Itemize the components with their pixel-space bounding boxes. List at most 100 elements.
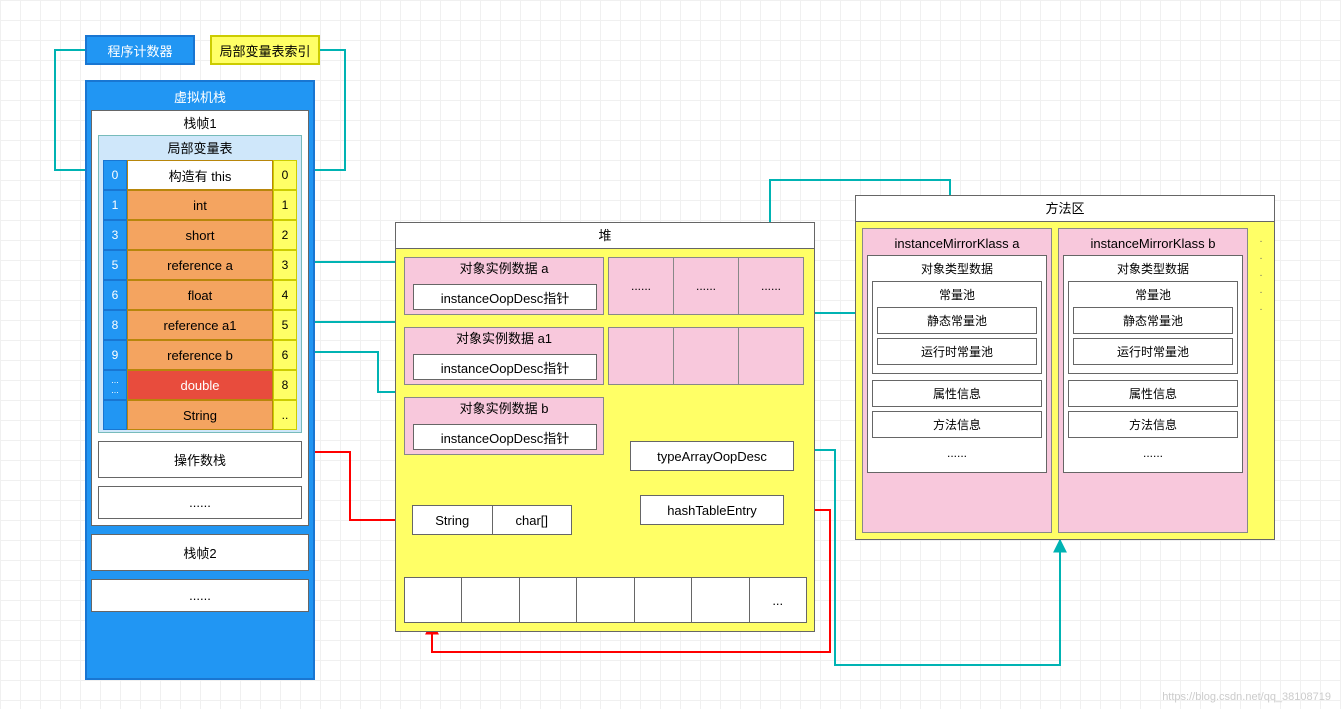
heap-cell [461,577,519,623]
lvt-left-cell: 9 [103,340,127,370]
lvt-right-cell: 0 [273,160,297,190]
klass-b-cpool: 常量池 静态常量池 运行时常量池 [1068,281,1238,374]
oop-ptr-a: instanceOopDesc指针 [413,284,597,310]
lvt-row: 1int1 [103,190,297,220]
char-array-label: char[] [492,506,572,534]
klass-b-method: 方法信息 [1068,411,1238,438]
obj-instance-a: 对象实例数据 a instanceOopDesc指针 [404,257,604,315]
obj-a1-extra-cells [608,327,804,385]
heap-body: 对象实例数据 a instanceOopDesc指针 ...... ......… [396,249,814,631]
klass-b-dots: ...... [1068,442,1238,464]
klass-a-cpool: 常量池 静态常量池 运行时常量池 [872,281,1042,374]
lvt-mid-cell: String [127,400,273,430]
lvt-right-cell: 8 [273,370,297,400]
grid-cell [673,328,738,384]
lvt-row: 8reference a15 [103,310,297,340]
klass-b-attr: 属性信息 [1068,380,1238,407]
vm-stack-title: 虚拟机栈 [91,86,309,110]
klass-a-title: instanceMirrorKlass a [867,233,1047,255]
vm-stack: 虚拟机栈 栈帧1 局部变量表 0构造有 this01int13short25re… [85,80,315,680]
local-var-table: 局部变量表 0构造有 this01int13short25reference a… [98,135,302,433]
lvt-left-cell: 5 [103,250,127,280]
lvt-row: 6float4 [103,280,297,310]
lvt-left-cell [103,400,127,430]
grid-cell [609,328,673,384]
klass-a-attr: 属性信息 [872,380,1042,407]
heap-cell [634,577,692,623]
stack-dots-2: ...... [91,579,309,612]
oop-ptr-a1: instanceOopDesc指针 [413,354,597,380]
klass-b-static-cp: 静态常量池 [1073,307,1233,334]
lvt-mid-cell: float [127,280,273,310]
klass-b-inner: 对象类型数据 常量池 静态常量池 运行时常量池 属性信息 方法信息 ...... [1063,255,1243,473]
klass-b-sub: 对象类型数据 [1068,260,1238,277]
string-box: String char[] [412,505,572,535]
hash-table-entry: hashTableEntry [640,495,784,525]
lvt-mid-cell: reference b [127,340,273,370]
klass-b-cpool-title: 常量池 [1073,286,1233,303]
stack-frame-1-title: 栈帧1 [98,113,302,135]
program-counter-box: 程序计数器 [85,35,195,65]
lvt-left-cell: 8 [103,310,127,340]
stack-dots-1: ...... [98,486,302,519]
klass-a-sub: 对象类型数据 [872,260,1042,277]
lvt-right-cell: .. [273,400,297,430]
watermark: https://blog.csdn.net/qq_38108719 [1162,691,1331,703]
heap-bottom-cells: ... [404,577,806,623]
klass-b-title: instanceMirrorKlass b [1063,233,1243,255]
lvt-left-cell: 6 [103,280,127,310]
obj-instance-b-title: 对象实例数据 b [405,398,603,420]
lvt-left-cell: 0 [103,160,127,190]
method-area-body: instanceMirrorKlass a 对象类型数据 常量池 静态常量池 运… [856,222,1274,539]
lvt-mid-cell: short [127,220,273,250]
obj-instance-a-title: 对象实例数据 a [405,258,603,280]
lvt-left-cell: ... ... [103,370,127,400]
lvt-row: 3short2 [103,220,297,250]
method-area-vdots: ..... [1254,228,1268,533]
stack-frame-1: 栈帧1 局部变量表 0构造有 this01int13short25referen… [91,110,309,526]
klass-a-inner: 对象类型数据 常量池 静态常量池 运行时常量池 属性信息 方法信息 ...... [867,255,1047,473]
klass-a-dots: ...... [872,442,1042,464]
grid-cell: ...... [673,258,738,314]
klass-a-cpool-title: 常量池 [877,286,1037,303]
lvt-right-cell: 2 [273,220,297,250]
heap-cell [691,577,749,623]
heap-cell [576,577,634,623]
heap-title: 堆 [396,223,814,249]
lvt-row: 0构造有 this0 [103,160,297,190]
lvt-mid-cell: reference a [127,250,273,280]
klass-a-static-cp: 静态常量池 [877,307,1037,334]
lvt-mid-cell: 构造有 this [127,160,273,190]
method-area-title: 方法区 [856,196,1274,222]
mirror-klass-b: instanceMirrorKlass b 对象类型数据 常量池 静态常量池 运… [1058,228,1248,533]
lvt-left-cell: 3 [103,220,127,250]
lvt-left-cell: 1 [103,190,127,220]
lvt-row: ... ...double8 [103,370,297,400]
lvt-row: 9reference b6 [103,340,297,370]
operand-stack: 操作数栈 [98,441,302,478]
obj-instance-b: 对象实例数据 b instanceOopDesc指针 [404,397,604,455]
lvt-right-cell: 1 [273,190,297,220]
lvt-right-cell: 5 [273,310,297,340]
grid-cell: ...... [738,258,803,314]
lvt-right-cell: 6 [273,340,297,370]
string-label: String [413,506,492,534]
lvt-right-cell: 4 [273,280,297,310]
type-array-oop-desc: typeArrayOopDesc [630,441,794,471]
lvt-right-cell: 3 [273,250,297,280]
mirror-klass-a: instanceMirrorKlass a 对象类型数据 常量池 静态常量池 运… [862,228,1052,533]
klass-b-runtime-cp: 运行时常量池 [1073,338,1233,365]
klass-a-method: 方法信息 [872,411,1042,438]
grid-cell: ...... [609,258,673,314]
lvt-mid-cell: reference a1 [127,310,273,340]
heap: 堆 对象实例数据 a instanceOopDesc指针 ...... ....… [395,222,815,632]
method-area: 方法区 instanceMirrorKlass a 对象类型数据 常量池 静态常… [855,195,1275,540]
heap-cell [404,577,462,623]
heap-cell-last: ... [749,577,807,623]
obj-instance-a1: 对象实例数据 a1 instanceOopDesc指针 [404,327,604,385]
grid-cell [738,328,803,384]
lvt-row: 5reference a3 [103,250,297,280]
lvt-mid-cell: double [127,370,273,400]
klass-a-runtime-cp: 运行时常量池 [877,338,1037,365]
local-var-table-title: 局部变量表 [103,138,297,160]
